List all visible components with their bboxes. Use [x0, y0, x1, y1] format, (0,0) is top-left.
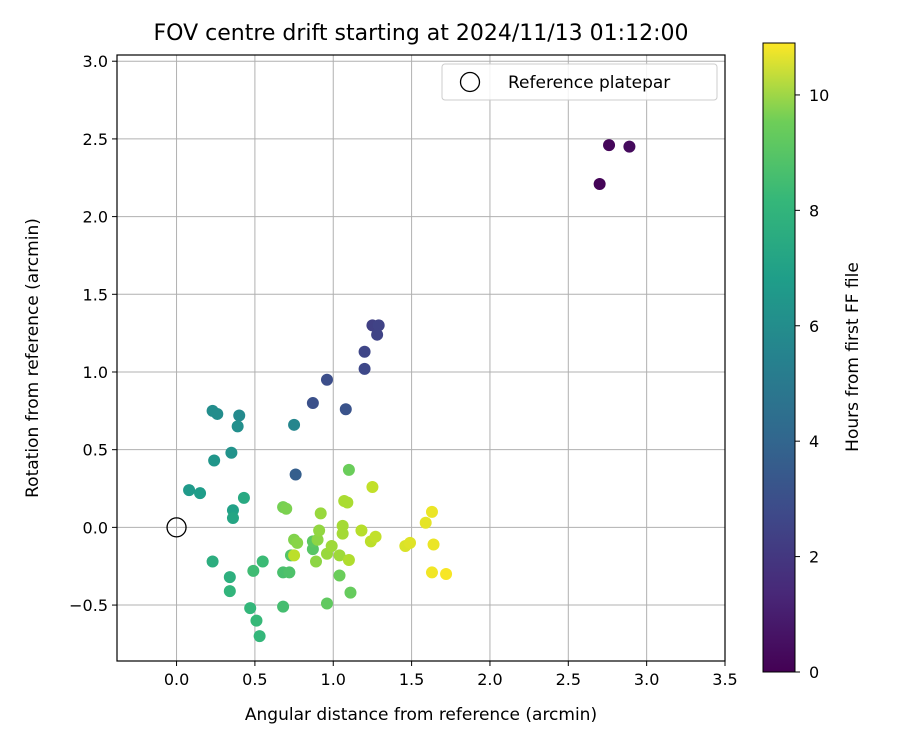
data-point [256, 555, 269, 568]
colorbar-tick-label: 4 [809, 432, 819, 451]
data-point [342, 463, 355, 476]
data-point [280, 502, 293, 515]
plot-frame [116, 54, 726, 662]
data-point [183, 484, 196, 497]
x-tick-label: 1.5 [399, 670, 424, 689]
data-point [233, 409, 246, 422]
data-point [623, 140, 636, 153]
colorbar-tick-label: 0 [809, 663, 819, 682]
x-tick-label: 0.0 [164, 670, 189, 689]
x-tick-label: 2.5 [556, 670, 581, 689]
data-point [366, 480, 379, 493]
y-tick-label: 2.0 [83, 208, 108, 227]
data-point [211, 407, 224, 420]
data-points [183, 139, 636, 643]
y-tick-label: 0.5 [83, 441, 108, 460]
data-point [425, 566, 438, 579]
y-axis-label: Rotation from reference (arcmin) [23, 218, 43, 498]
data-point [371, 328, 384, 341]
colorbar-tick-label: 10 [809, 86, 829, 105]
data-point [603, 139, 616, 152]
data-point [355, 524, 368, 537]
y-tick-label: 1.0 [83, 363, 108, 382]
legend: Reference platepar [441, 63, 718, 101]
data-point [336, 519, 349, 532]
x-tick-label: 0.5 [242, 670, 267, 689]
data-point [310, 555, 323, 568]
data-point [226, 512, 239, 525]
reference-platepar-marker [166, 517, 187, 538]
colorbar-tick-label: 8 [809, 201, 819, 220]
data-point [250, 614, 263, 627]
colorbar-tick-label: 2 [809, 548, 819, 567]
data-point [320, 597, 333, 610]
data-point [311, 533, 324, 546]
x-tick-label: 1.0 [321, 670, 346, 689]
data-point [427, 538, 440, 551]
data-point [194, 487, 207, 500]
data-point [333, 549, 346, 562]
grid-lines [117, 55, 726, 661]
data-point [341, 496, 354, 509]
data-point [342, 554, 355, 566]
data-point [320, 373, 333, 386]
colorbar-ticks: 0 2 4 6 8 10 [795, 86, 829, 682]
data-point [223, 571, 236, 584]
colorbar: 0 2 4 6 8 10 Hours from first FF file [762, 42, 863, 682]
data-point [223, 585, 236, 598]
data-point [253, 630, 266, 643]
reference-marker-layer [166, 517, 187, 538]
data-point [425, 505, 438, 518]
data-point [306, 397, 319, 410]
data-point [283, 566, 296, 579]
data-point [314, 507, 327, 520]
y-tick-label: 0.0 [83, 518, 108, 537]
x-tick-label: 3.5 [712, 670, 737, 689]
data-point [277, 600, 290, 613]
data-point [404, 536, 417, 549]
data-point [339, 403, 352, 416]
y-tick-label: 1.5 [83, 285, 108, 304]
data-point [225, 446, 238, 459]
y-tick-label: 2.5 [83, 130, 108, 149]
data-point [313, 524, 326, 537]
data-point [291, 536, 304, 549]
x-axis-label: Angular distance from reference (arcmin) [245, 705, 597, 725]
y-axis-ticks: −0.5 0.0 0.5 1.0 1.5 2.0 2.5 3.0 [69, 52, 117, 615]
data-point [419, 516, 432, 529]
y-tick-label: 3.0 [83, 52, 108, 71]
legend-box [441, 63, 718, 101]
data-point [333, 569, 346, 582]
data-point [288, 549, 301, 562]
x-axis-ticks: 0.0 0.5 1.0 1.5 2.0 2.5 3.0 3.5 [164, 661, 738, 689]
data-point [369, 530, 382, 543]
data-point [247, 564, 260, 577]
data-point [288, 418, 301, 431]
data-point [358, 362, 371, 375]
data-point [231, 420, 244, 433]
data-point [593, 177, 606, 190]
data-point [206, 555, 219, 568]
y-tick-label: −0.5 [69, 596, 108, 615]
data-point [237, 491, 250, 504]
data-point [208, 454, 221, 467]
colorbar-gradient [762, 42, 796, 673]
data-point [440, 567, 453, 580]
data-point [244, 602, 257, 615]
data-point [325, 540, 338, 553]
data-point [372, 319, 385, 332]
colorbar-tick-label: 6 [809, 317, 819, 336]
legend-reference-marker [459, 71, 481, 93]
data-point [289, 468, 302, 481]
x-tick-label: 2.0 [477, 670, 502, 689]
x-tick-label: 3.0 [634, 670, 659, 689]
legend-entry-reference: Reference platepar [508, 73, 670, 93]
data-point [358, 345, 371, 358]
data-point [344, 586, 357, 599]
chart-title: FOV centre drift starting at 2024/11/13 … [154, 21, 689, 46]
colorbar-label: Hours from first FF file [843, 262, 863, 452]
